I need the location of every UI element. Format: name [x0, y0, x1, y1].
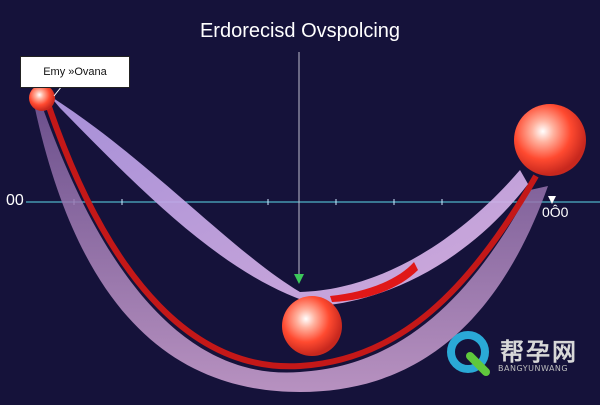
- watermark: 帮孕网 BANGYUNWANG: [440, 328, 590, 376]
- bottom-sphere: [282, 296, 342, 356]
- callout-label: Emy »Ovana: [43, 66, 107, 78]
- axis-right-label: 0Ô0: [542, 204, 569, 220]
- right-sphere: [514, 104, 586, 176]
- watermark-text-cn: 帮孕网: [500, 338, 578, 366]
- q-logo-icon: [447, 331, 490, 376]
- left-sphere: [29, 85, 55, 111]
- callout-box: Emy »Ovana: [20, 56, 130, 88]
- diagram-title: Erdorecisd Ovspolcing: [199, 20, 401, 42]
- axis-left-label: 00: [6, 192, 24, 209]
- right-marker-icon: [548, 196, 556, 204]
- guide-arrow-icon: [294, 274, 304, 284]
- red-accent: [330, 262, 418, 302]
- red-trajectory: [43, 97, 539, 370]
- outer-band: [34, 100, 548, 392]
- watermark-text-en: BANGYUNWANG: [498, 364, 569, 373]
